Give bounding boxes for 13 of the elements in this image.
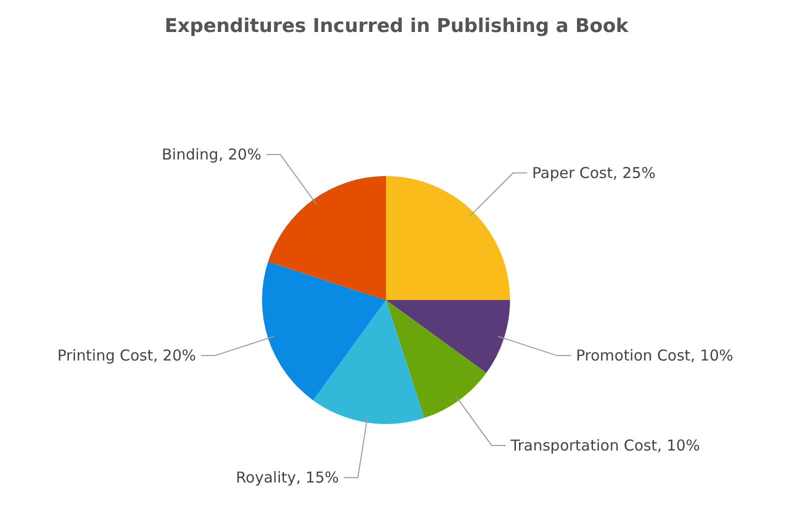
- chart-title: Expenditures Incurred in Publishing a Book: [164, 15, 629, 37]
- slice-label: Promotion Cost, 10%: [576, 346, 734, 365]
- slice-label: Transportation Cost, 10%: [510, 436, 700, 454]
- pie-slice: [386, 300, 510, 373]
- slice-label: Paper Cost, 25%: [532, 164, 656, 182]
- pie-slice: [386, 300, 486, 418]
- pie-slice: [313, 300, 424, 424]
- pie-slice: [262, 262, 386, 400]
- pie-slice: [268, 176, 386, 300]
- slice-label: Binding, 20%: [162, 146, 262, 164]
- slice-label: Royality, 15%: [236, 468, 339, 487]
- slice-label: Printing Cost, 20%: [57, 346, 196, 365]
- pie-slice: [386, 176, 510, 300]
